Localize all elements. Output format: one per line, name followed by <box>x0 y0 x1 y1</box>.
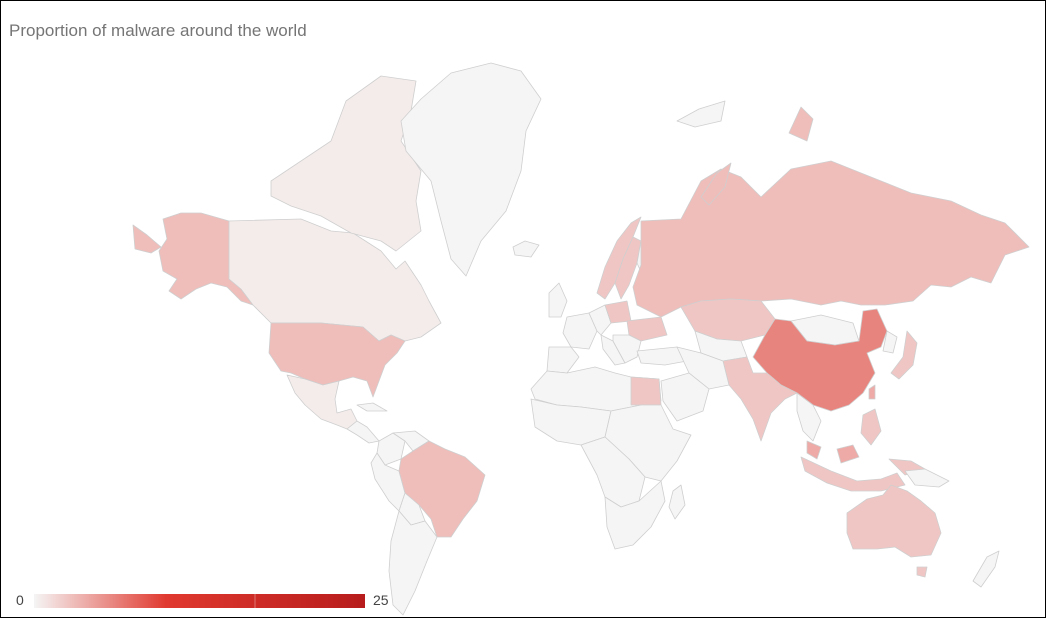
region-indonesia[interactable] <box>800 456 926 492</box>
region-greenland[interactable] <box>400 62 542 277</box>
region-argentina-chile[interactable] <box>388 510 438 616</box>
region-svalbard[interactable] <box>676 100 726 128</box>
region-norway[interactable] <box>596 216 642 300</box>
region-taiwan[interactable] <box>868 384 876 400</box>
region-turkey[interactable] <box>636 346 688 366</box>
chart-title: Proportion of malware around the world <box>9 21 307 40</box>
region-germany[interactable] <box>588 304 612 336</box>
region-saudi-arabia[interactable] <box>660 372 710 422</box>
region-russia[interactable] <box>632 160 1030 318</box>
region-new-guinea[interactable] <box>904 468 950 488</box>
legend-min-label: 0 <box>16 592 24 608</box>
region-iceland[interactable] <box>512 240 540 258</box>
region-italy[interactable] <box>600 334 626 366</box>
region-india[interactable] <box>722 356 798 442</box>
region-japan[interactable] <box>890 330 918 380</box>
country-shapes <box>132 62 1030 616</box>
region-ukraine[interactable] <box>626 316 668 342</box>
region-spain[interactable] <box>546 346 580 374</box>
region-mexico[interactable] <box>286 374 358 430</box>
region-severnaya[interactable] <box>788 106 814 142</box>
region-australia[interactable] <box>846 484 942 558</box>
region-uk[interactable] <box>548 282 568 318</box>
region-southeast-asia[interactable] <box>796 392 822 442</box>
region-cuba[interactable] <box>356 402 388 412</box>
region-madagascar[interactable] <box>668 484 686 520</box>
region-egypt[interactable] <box>630 376 662 406</box>
color-legend-bar <box>34 594 365 608</box>
legend-max-label: 25 <box>373 592 389 608</box>
region-usa[interactable] <box>268 322 406 398</box>
region-alaska-west[interactable] <box>132 224 162 254</box>
region-southern-africa[interactable] <box>604 480 666 550</box>
region-alaska[interactable] <box>158 212 254 306</box>
region-canada-islands[interactable] <box>270 75 422 252</box>
region-malaysia[interactable] <box>806 440 860 464</box>
region-canada[interactable] <box>228 218 442 342</box>
region-new-zealand[interactable] <box>972 550 1000 588</box>
region-balkans[interactable] <box>612 334 642 364</box>
region-tasmania[interactable] <box>916 566 928 578</box>
region-philippines[interactable] <box>860 408 882 446</box>
region-kazakhstan[interactable] <box>680 298 776 342</box>
region-novaya-zemlya[interactable] <box>700 162 732 206</box>
region-korea[interactable] <box>882 330 898 354</box>
